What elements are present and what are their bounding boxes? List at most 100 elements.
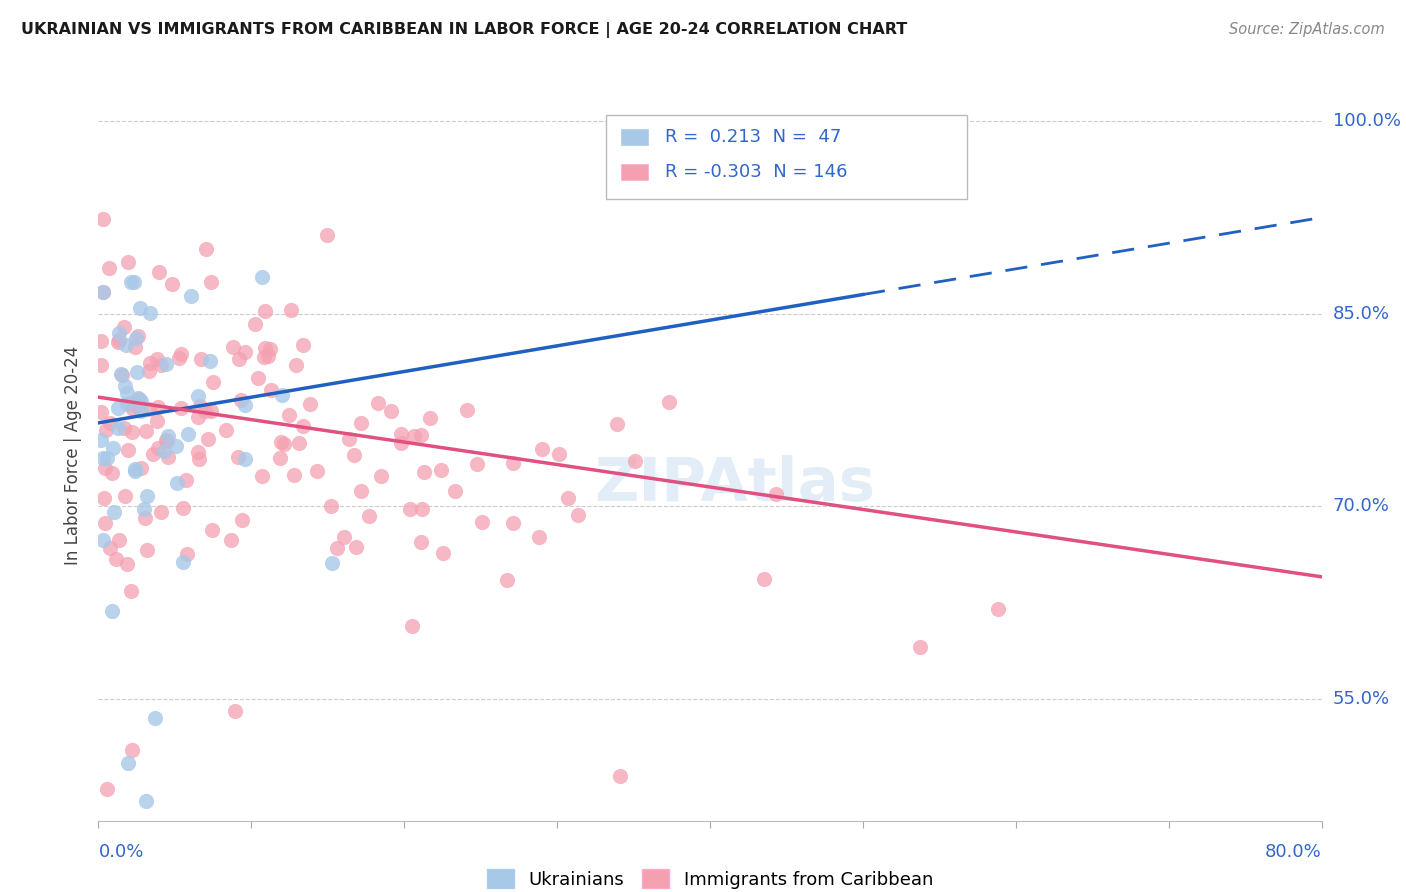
Point xyxy=(101,466,124,480)
Point xyxy=(107,333,129,347)
Point xyxy=(117,255,139,269)
Text: 70.0%: 70.0% xyxy=(1333,497,1389,516)
Point xyxy=(359,508,381,523)
Point xyxy=(270,435,292,450)
Point xyxy=(411,534,433,549)
Point xyxy=(97,260,120,275)
Point xyxy=(231,513,253,527)
Point xyxy=(299,397,322,411)
Point xyxy=(142,447,165,461)
Point xyxy=(250,469,273,483)
Point xyxy=(148,264,170,278)
Point xyxy=(115,397,138,411)
Point xyxy=(105,552,128,566)
Point xyxy=(107,335,129,350)
Point xyxy=(132,501,155,516)
Point xyxy=(165,439,187,453)
Point xyxy=(409,427,432,442)
Point xyxy=(754,572,776,586)
Point xyxy=(107,401,129,415)
Point xyxy=(419,410,441,425)
Point xyxy=(259,342,281,356)
Point xyxy=(321,556,343,570)
Point xyxy=(139,306,162,320)
Point xyxy=(187,410,209,425)
Point xyxy=(413,465,436,479)
Point xyxy=(246,371,269,385)
Point xyxy=(94,516,117,530)
Point xyxy=(101,604,124,618)
Point xyxy=(235,398,257,412)
Point xyxy=(98,541,121,556)
Point xyxy=(228,352,250,367)
Text: UKRAINIAN VS IMMIGRANTS FROM CARIBBEAN IN LABOR FORCE | AGE 20-24 CORRELATION CH: UKRAINIAN VS IMMIGRANTS FROM CARIBBEAN I… xyxy=(21,22,907,38)
Point xyxy=(444,483,467,498)
Point xyxy=(188,399,211,413)
Point xyxy=(156,428,179,442)
Point xyxy=(197,432,219,446)
Point xyxy=(245,317,267,331)
Point xyxy=(114,421,136,435)
Text: Source: ZipAtlas.com: Source: ZipAtlas.com xyxy=(1229,22,1385,37)
Point xyxy=(136,542,159,557)
Point xyxy=(169,401,191,416)
Point xyxy=(292,338,315,352)
Point xyxy=(332,530,354,544)
Point xyxy=(224,704,246,718)
Point xyxy=(432,545,454,559)
Point xyxy=(187,452,209,467)
Point xyxy=(201,375,224,389)
Point xyxy=(606,417,628,431)
Point xyxy=(987,602,1010,616)
Point xyxy=(170,347,193,361)
Point xyxy=(180,289,202,303)
Point xyxy=(389,426,412,441)
Text: ZIPAtlas: ZIPAtlas xyxy=(593,455,875,514)
Point xyxy=(146,441,169,455)
Point xyxy=(194,404,217,418)
Point xyxy=(91,285,114,300)
Point xyxy=(129,403,152,417)
Point xyxy=(166,476,188,491)
Point xyxy=(108,326,131,340)
Point xyxy=(288,435,311,450)
Point xyxy=(91,285,114,299)
Point xyxy=(129,393,152,408)
Point xyxy=(136,489,159,503)
Point xyxy=(117,443,139,458)
Point xyxy=(135,794,157,808)
Point xyxy=(280,302,302,317)
Point xyxy=(219,533,242,547)
Point xyxy=(91,212,114,227)
Point xyxy=(127,328,149,343)
Point xyxy=(101,442,124,456)
Point xyxy=(127,391,149,405)
Point xyxy=(370,469,392,483)
Point xyxy=(430,462,453,476)
Point xyxy=(96,450,118,465)
Point xyxy=(115,386,138,401)
Text: 85.0%: 85.0% xyxy=(1333,305,1389,323)
Point xyxy=(124,340,146,354)
Point xyxy=(112,320,135,334)
Point xyxy=(401,618,423,632)
Point xyxy=(139,355,162,369)
Point xyxy=(367,396,389,410)
Point xyxy=(108,533,131,548)
Point xyxy=(155,433,177,447)
Point xyxy=(177,427,200,442)
Point xyxy=(90,358,112,372)
Point xyxy=(94,423,117,437)
Point xyxy=(270,388,292,402)
Point xyxy=(91,450,114,465)
Point xyxy=(399,501,422,516)
Point xyxy=(172,555,194,569)
Point xyxy=(389,435,412,450)
Point xyxy=(120,584,142,599)
Text: 80.0%: 80.0% xyxy=(1265,843,1322,861)
Point xyxy=(233,344,256,359)
Point xyxy=(233,451,256,466)
Point xyxy=(138,364,160,378)
Point xyxy=(117,756,139,770)
Point xyxy=(114,489,136,503)
